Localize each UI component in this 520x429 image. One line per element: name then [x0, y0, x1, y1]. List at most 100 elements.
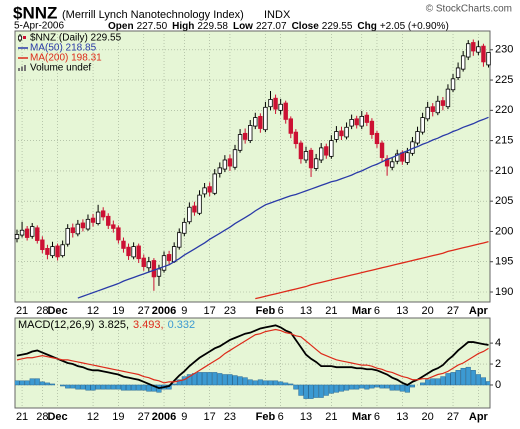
quote-label: Open	[108, 21, 134, 32]
histogram-bar	[85, 384, 91, 391]
candle-body	[430, 106, 435, 112]
candle-body	[349, 119, 354, 127]
candle-body	[313, 158, 319, 169]
histogram-bar	[60, 384, 66, 387]
histogram-bar	[227, 374, 233, 386]
x-tick-label: 9	[181, 305, 187, 317]
quote-label: Low	[233, 21, 253, 32]
quote-label: High	[172, 21, 194, 32]
x-tick-label: 28	[36, 305, 48, 317]
x-tick-label: 21	[325, 411, 337, 423]
histogram-bar	[318, 384, 324, 398]
histogram-bar	[404, 384, 410, 393]
x-tick-label: Mar	[352, 411, 372, 423]
histogram-bar	[267, 380, 274, 386]
candle-body	[60, 244, 65, 257]
candle-body	[40, 239, 45, 251]
quote: Open 227.50 High 229.58 Low 227.07 Close 229.55…	[108, 21, 449, 32]
x-tick-label: 6	[278, 305, 284, 317]
x-tick-label: 27	[138, 411, 150, 423]
candle-body	[471, 42, 476, 52]
x-tick-label: 17	[204, 411, 216, 423]
candle-body	[177, 232, 182, 248]
x-tick-label: Mar	[352, 305, 372, 317]
x-tick-label: 27	[447, 305, 459, 317]
histogram-bar	[288, 383, 294, 386]
candle-body	[344, 126, 349, 138]
histogram-bar	[207, 372, 213, 386]
symbol: $NNZ	[13, 3, 57, 22]
candle-body	[293, 131, 299, 145]
histogram-bar	[136, 384, 142, 391]
candle-body	[405, 152, 410, 163]
histogram-bar	[75, 384, 81, 390]
candle-body	[100, 210, 106, 218]
series-line	[16, 324, 489, 390]
candle-body	[364, 114, 370, 123]
candle-body	[339, 130, 344, 137]
candle-body	[298, 142, 304, 160]
histogram-bar	[273, 380, 279, 386]
candle-body	[182, 221, 187, 234]
candle-body	[161, 255, 167, 271]
histogram-bar	[262, 380, 268, 386]
macd-legend-value: 0.332	[168, 319, 196, 331]
macd-title: MACD(12,26,9)	[18, 319, 94, 331]
candle-body	[106, 215, 111, 226]
candle-body	[253, 117, 258, 127]
candle-body	[248, 125, 253, 142]
histogram-bar	[374, 384, 380, 388]
legend-swatch	[21, 66, 23, 71]
candle-body	[65, 228, 70, 245]
candle-body	[415, 131, 420, 144]
candle-body	[30, 226, 35, 237]
histogram-bar	[171, 383, 177, 386]
candle-body	[90, 217, 96, 223]
histogram-bar	[95, 384, 101, 390]
x-tick-label: 21	[16, 305, 28, 317]
candle-body	[466, 43, 471, 58]
candle-body	[273, 97, 278, 110]
x-tick-label: 2006	[152, 305, 176, 317]
copyright: © StockCharts.com	[426, 4, 512, 15]
histogram-bar	[247, 379, 253, 386]
candle-body	[237, 134, 243, 151]
candle-body	[50, 246, 55, 257]
candle-body	[324, 146, 329, 156]
candle-body	[278, 103, 283, 111]
candle-body	[445, 88, 451, 108]
x-tick-label: Dec	[47, 305, 67, 317]
legend-label: MA(50) 218.85	[30, 43, 97, 54]
x-tick-label: 19	[112, 411, 124, 423]
histogram-bar	[359, 384, 365, 389]
x-tick-label: 19	[112, 305, 124, 317]
x-tick-label: 2006	[152, 411, 176, 423]
histogram-bar	[420, 382, 426, 386]
histogram-bar	[435, 378, 441, 386]
candle-body	[212, 173, 217, 194]
candle-body	[486, 52, 491, 66]
histogram-bar	[278, 381, 284, 386]
x-tick-label: 6	[374, 305, 380, 317]
x-tick-label: 28	[36, 411, 48, 423]
x-tick-label: 21	[325, 305, 337, 317]
x-tick-label: 13	[396, 411, 408, 423]
legend-swatch	[18, 35, 22, 41]
histogram-bar	[181, 376, 187, 386]
y-tick-label: 225	[495, 74, 513, 86]
histogram-bar	[49, 383, 56, 386]
candle-body	[126, 246, 131, 257]
histogram-bar	[369, 384, 375, 389]
histogram-bar	[191, 373, 197, 386]
y-tick-label: 2	[495, 358, 501, 370]
histogram-bar	[44, 382, 50, 386]
candle-body	[141, 257, 146, 267]
histogram-bar	[364, 384, 370, 390]
candle-body	[197, 194, 202, 214]
histogram-bar	[338, 384, 345, 392]
quote-value: 229.55	[322, 21, 353, 32]
macd-legend: MACD(12,26,9) 3.825, 3.493, 0.332	[18, 319, 195, 331]
candle-body	[166, 254, 172, 261]
legend-label: MA(200) 198.31	[30, 53, 102, 64]
